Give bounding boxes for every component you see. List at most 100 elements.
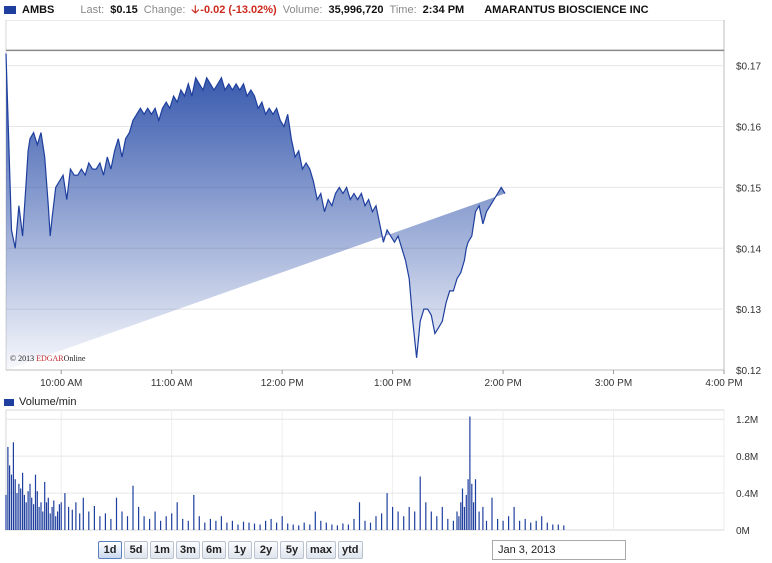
y-tick-label: $0.12 [736,366,761,377]
volume-bar [110,518,112,530]
volume-bar [58,504,60,530]
volume-bar [336,525,338,530]
range-button-6m[interactable]: 6m [202,541,226,559]
volume-bar [149,518,151,530]
volume-bar [469,416,471,530]
y-tick-label: $0.15 [736,183,761,194]
volume-bar [187,520,189,530]
volume-bar [143,516,145,530]
price-line [5,53,506,358]
volume-bar [7,446,9,530]
volume-bar [57,511,59,530]
volume-frame [5,409,725,531]
volume-bar [535,520,537,530]
change-group: 🡣-0.02 (-13.02%) [191,1,276,20]
volume-bar [237,524,239,530]
volume-bar [309,524,311,530]
volume-bar [9,465,11,530]
volume-bar [193,494,195,530]
date-field[interactable]: Jan 3, 2013 [492,540,626,560]
volume-value: 35,996,720 [328,4,384,16]
range-button-1y[interactable]: 1y [228,541,252,559]
volume-swatch [4,398,14,406]
company-name: AMARANTUS BIOSCIENCE INC [484,4,649,16]
volume-legend: Volume/min [4,396,76,408]
volume-bar [68,506,70,530]
volume-y-tick-label: 0M [736,526,750,536]
volume-bar [303,522,305,530]
volume-bar [436,516,438,530]
price-chart[interactable]: $0.12 $0.13 $0.14 $0.15 $0.16 $0.17 10:00 AM 11… [0,19,772,390]
volume-bar [467,479,469,530]
x-tick-label: 10:00 AM [40,378,82,389]
volume-bar [347,524,349,530]
volume-bar [292,524,294,530]
volume-bar [270,518,272,530]
volume-y-tick-label: 0.4M [736,489,758,500]
volume-bar [71,509,73,530]
range-button-2y[interactable]: 2y [254,541,278,559]
volume-bar [461,488,464,530]
range-button-5y[interactable]: 5y [280,541,304,559]
volume-bar [38,506,40,530]
volume-bar [182,518,184,530]
volume-label: Volume: [282,4,323,16]
volume-bar [88,511,90,530]
volume-bar [358,502,361,530]
volume-bar [231,520,233,530]
volume-bar [375,516,377,530]
volume-bar [471,483,473,530]
volume-bar [265,520,267,530]
volume-bar [40,502,42,530]
range-button-1m[interactable]: 1m [150,541,174,559]
volume-bar [104,513,106,530]
volume-bar [465,494,467,530]
volume-bar [16,493,18,530]
copyright-brand: EDGAR [36,354,64,363]
range-button-5d[interactable]: 5d [124,541,148,559]
volume-bar [60,502,62,530]
range-button-max[interactable]: max [306,541,337,559]
volume-bar [524,518,526,530]
volume-bar [44,482,46,530]
volume-bar [79,513,81,530]
volume-bar [209,518,211,530]
range-button-3m[interactable]: 3m [176,541,200,559]
range-button-1d[interactable]: 1d [98,541,122,559]
volume-chart[interactable]: 0M 0.4M 0.8M 1.2M [0,408,772,537]
volume-bar [513,506,515,530]
volume-bar [138,506,140,530]
volume-bar [36,491,38,530]
x-tick-label: 2:00 PM [484,378,521,389]
volume-bar [381,513,383,530]
y-tick-label: $0.13 [736,305,761,316]
volume-bar [473,502,475,530]
volume-bar [10,474,13,530]
volume-bar [33,504,35,530]
y-tick-label: $0.16 [736,123,761,134]
volume-bar [460,502,462,530]
volume-bar [482,506,484,530]
range-button-ytd[interactable]: ytd [338,541,363,559]
volume-bar [497,518,499,530]
x-tick-label: 1:00 PM [374,378,411,389]
volume-bar [530,522,532,530]
time-value: 2:34 PM [422,4,465,16]
volume-bar [331,524,333,530]
last-label: Last: [80,4,105,16]
volume-bar [447,518,449,530]
volume-bar [12,442,14,530]
volume-bar [49,513,51,530]
volume-bar [53,500,55,530]
volume-bar [430,511,432,530]
volume-bar [115,497,118,530]
volume-bar [204,522,206,530]
volume-bar [220,516,222,530]
x-tick-label: 3:00 PM [595,378,632,389]
volume-bar [425,502,427,530]
volume-bar [18,483,20,530]
price-chart-svg[interactable]: $0.12 $0.13 $0.14 $0.15 $0.16 $0.17 10:00 AM 11… [0,19,772,390]
change-value: -0.02 (-13.02%) [200,3,277,16]
volume-chart-svg[interactable]: 0M 0.4M 0.8M 1.2M [0,408,772,537]
volume-bar [353,518,355,530]
